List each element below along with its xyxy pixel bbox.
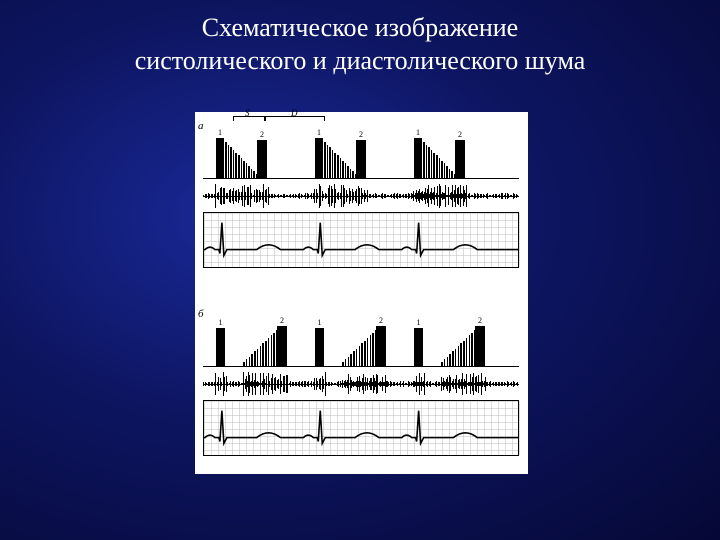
panel-diastolic: б121212 — [203, 310, 519, 456]
slide-title: Схематическое изображение систолического… — [0, 0, 720, 77]
panel-systolic: аSD121212 — [203, 122, 519, 268]
title-line-2: систолического и диастолического шума — [135, 46, 586, 75]
title-line-1: Схематическое изображение — [202, 13, 518, 42]
murmur-diagram-figure: аSD121212 б121212 — [195, 112, 528, 474]
